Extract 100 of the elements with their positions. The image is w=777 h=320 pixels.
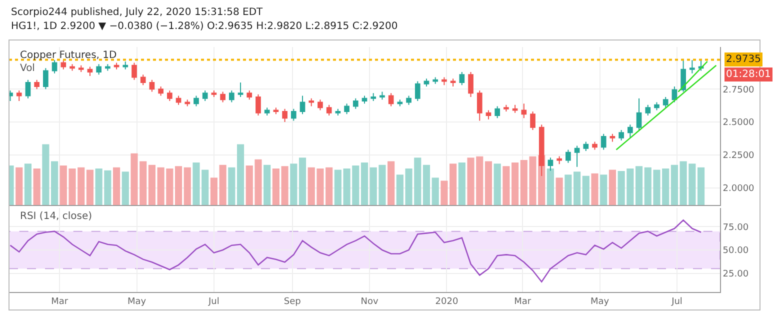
bar: [556, 178, 563, 205]
chart-title: Vol: [20, 63, 35, 74]
candlestick: [52, 60, 58, 74]
candlestick: [335, 108, 341, 116]
chart-title: Copper Futures, 1D: [20, 50, 118, 61]
candlestick: [211, 90, 217, 98]
bar: [264, 164, 271, 205]
bar: [591, 173, 598, 205]
bar: [298, 158, 306, 205]
bar: [33, 168, 40, 205]
candlestick: [397, 99, 403, 107]
x-tick-label: Nov: [360, 296, 380, 307]
y-tick-label: 50.00: [722, 246, 749, 256]
candlestick: [158, 86, 164, 96]
candlestick: [34, 79, 40, 90]
candlestick: [352, 98, 358, 110]
x-tick-label: Sep: [284, 296, 302, 307]
candlestick: [184, 99, 190, 107]
candlestick: [442, 76, 447, 86]
bar: [148, 164, 156, 205]
bar: [334, 170, 342, 205]
candlestick: [618, 129, 624, 141]
candlestick: [273, 107, 279, 115]
candlestick: [486, 110, 492, 120]
candlestick: [105, 64, 110, 72]
text: Scorpio244 published, July 22, 2020 15:31:58 EDT: [11, 7, 264, 18]
candlestick: [370, 92, 376, 102]
candlestick: [96, 64, 102, 76]
candlestick: [25, 79, 31, 99]
bar: [432, 178, 439, 205]
candlestick: [78, 64, 84, 73]
candlestick: [680, 58, 686, 92]
bar: [574, 172, 581, 205]
bar: [502, 166, 510, 205]
candlestick: [16, 90, 22, 102]
candlestick: [476, 90, 482, 122]
candlestick: [87, 66, 93, 76]
bar: [281, 166, 288, 205]
bar: [484, 161, 492, 205]
bar: [564, 174, 572, 205]
candlestick: [583, 141, 589, 152]
line-series: [10, 219, 702, 282]
candlestick: [654, 102, 660, 111]
candlestick: [140, 74, 146, 86]
candlestick: [690, 60, 695, 74]
candlestick: [512, 104, 518, 114]
y-tick-label: 2.2500: [722, 151, 755, 162]
y-tick-label: 2.5000: [722, 118, 755, 128]
candlestick: [388, 92, 394, 107]
candlestick: [344, 103, 350, 115]
bar: [582, 176, 590, 205]
y-tick-label: 2.7500: [722, 85, 755, 96]
candlestick: [566, 149, 571, 164]
bar: [51, 161, 58, 205]
candlestick: [362, 95, 368, 104]
bar: [122, 172, 129, 205]
candlestick: [228, 90, 234, 103]
x-tick-label: May: [127, 296, 147, 307]
candlestick: [264, 107, 270, 116]
bar: [236, 144, 244, 205]
bar: [546, 168, 554, 205]
candlestick: [530, 111, 536, 130]
bar: [512, 162, 519, 205]
candlestick: [600, 133, 606, 150]
candlestick: [556, 156, 562, 165]
candlestick: [220, 91, 226, 103]
bar: [422, 164, 430, 205]
candlestick: [60, 60, 66, 70]
y-tick-label: 75.00: [722, 222, 749, 233]
x-tick-label: Mar: [514, 296, 532, 307]
candlestick: [318, 99, 323, 111]
bar: [219, 164, 226, 205]
candlestick: [592, 141, 598, 150]
candlestick: [114, 62, 120, 70]
x-tick-label: Jul: [670, 296, 682, 307]
candlestick: [176, 95, 182, 106]
bar: [494, 164, 501, 205]
bar: [210, 178, 218, 205]
candlestick: [308, 98, 314, 107]
bar: [174, 166, 182, 205]
bar: [388, 161, 395, 205]
candlestick: [290, 108, 296, 122]
bar: [608, 170, 616, 205]
bar: [24, 164, 32, 205]
x-tick-label: Jul: [208, 296, 220, 307]
y-tick-label: 2.0000: [722, 184, 755, 194]
candlestick: [132, 62, 137, 80]
bar: [228, 167, 236, 205]
bar: [290, 164, 298, 205]
x-tick-label: 2020: [435, 296, 458, 307]
candlestick: [662, 96, 668, 108]
candlestick: [238, 82, 244, 98]
chart-title: RSI (14, close): [20, 211, 92, 222]
bar: [272, 168, 280, 205]
candlestick: [494, 106, 500, 119]
candlestick: [122, 60, 128, 70]
candlestick: [380, 91, 385, 100]
candlestick: [149, 79, 155, 92]
candlestick: [406, 95, 412, 106]
bar: [86, 170, 94, 205]
